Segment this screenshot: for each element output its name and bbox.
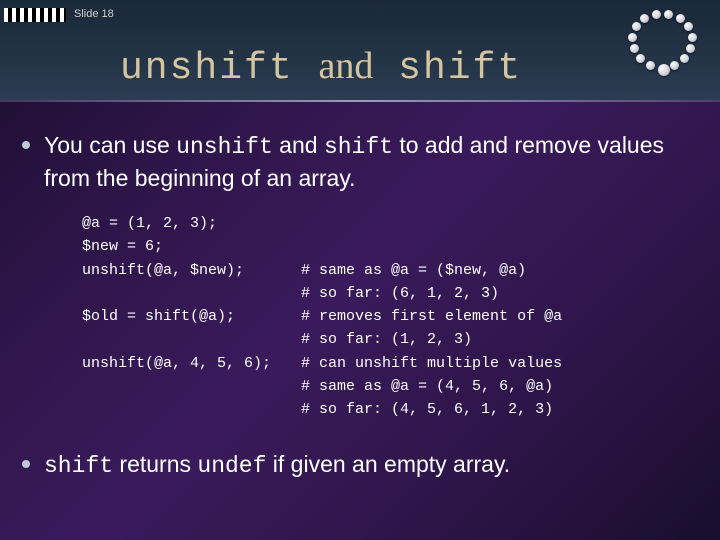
- bullet-1-text: You can use unshift and shift to add and…: [44, 130, 698, 194]
- slide-number: Slide 18: [74, 8, 114, 20]
- code-span: shift: [324, 134, 393, 160]
- bullet-dot-icon: [22, 460, 30, 468]
- text-span: if given an empty array.: [266, 451, 510, 477]
- code-span: unshift: [176, 134, 273, 160]
- text-span: and: [273, 132, 324, 158]
- slide-title: unshift and shift: [120, 44, 522, 90]
- bullet-2: shift returns undef if given an empty ar…: [22, 449, 698, 482]
- title-code-2: shift: [398, 47, 522, 90]
- code-span: shift: [44, 453, 113, 479]
- code-left-column: @a = (1, 2, 3); $new = 6; unshift(@a, $n…: [82, 212, 271, 421]
- bullet-1: You can use unshift and shift to add and…: [22, 130, 698, 194]
- text-span: returns: [113, 451, 197, 477]
- content-area: You can use unshift and shift to add and…: [22, 130, 698, 482]
- bullet-2-text: shift returns undef if given an empty ar…: [44, 449, 510, 482]
- code-span: undef: [197, 453, 266, 479]
- code-right-column: # same as @a = ($new, @a) # so far: (6, …: [301, 212, 562, 421]
- necklace-graphic: [622, 8, 702, 78]
- bullet-dot-icon: [22, 141, 30, 149]
- text-span: You can use: [44, 132, 176, 158]
- title-code-1: unshift: [120, 47, 294, 90]
- code-example: @a = (1, 2, 3); $new = 6; unshift(@a, $n…: [82, 212, 698, 421]
- logo-icon: [4, 8, 66, 22]
- title-connector: and: [318, 45, 373, 87]
- divider: [0, 100, 720, 102]
